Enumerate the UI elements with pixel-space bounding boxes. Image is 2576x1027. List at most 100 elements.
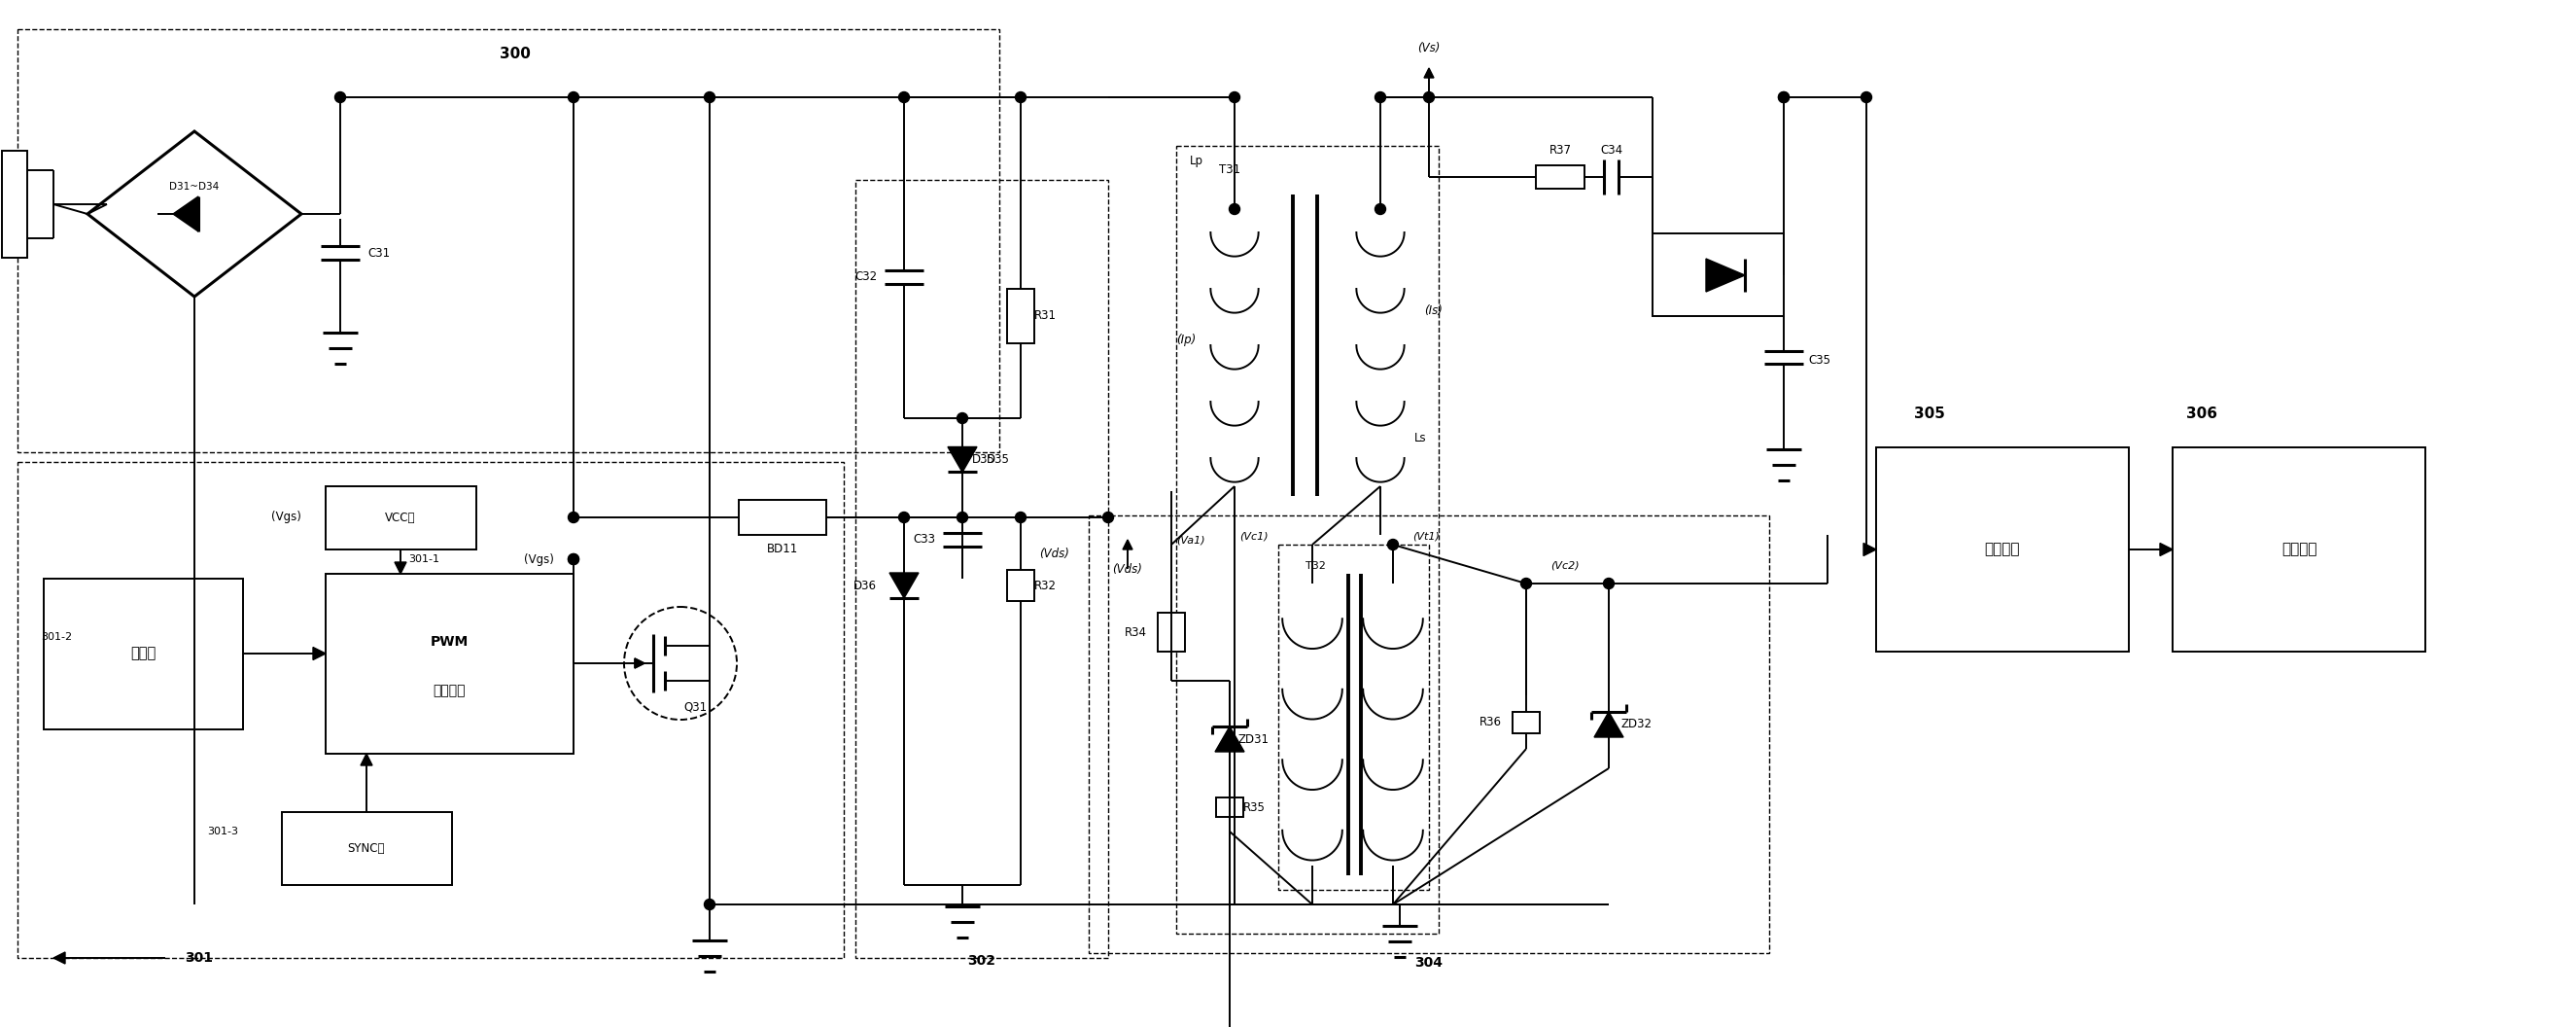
- Text: 301-2: 301-2: [41, 633, 72, 642]
- Polygon shape: [173, 196, 198, 231]
- Text: (Vs): (Vs): [1417, 42, 1440, 55]
- Text: (Ip): (Ip): [1177, 334, 1195, 347]
- Text: VCC块: VCC块: [386, 511, 415, 524]
- Circle shape: [569, 91, 580, 103]
- Circle shape: [703, 899, 716, 910]
- Circle shape: [569, 554, 580, 565]
- Text: Lp: Lp: [1190, 154, 1203, 166]
- Text: R37: R37: [1548, 144, 1571, 156]
- Text: 302: 302: [969, 954, 997, 967]
- Circle shape: [1602, 578, 1615, 588]
- Polygon shape: [394, 562, 407, 574]
- Circle shape: [569, 512, 580, 523]
- Text: 304: 304: [1414, 956, 1443, 969]
- Bar: [1007, 289, 1036, 343]
- Bar: [1875, 448, 2128, 651]
- Text: (Va1): (Va1): [1177, 535, 1206, 544]
- Text: 301-3: 301-3: [206, 827, 237, 836]
- Text: (Is): (Is): [1425, 305, 1443, 317]
- Text: C35: C35: [1808, 353, 1832, 367]
- Polygon shape: [948, 447, 976, 472]
- Text: (Vt1): (Vt1): [1412, 532, 1440, 541]
- Bar: [855, 180, 1108, 958]
- Bar: [1535, 165, 1584, 189]
- Text: 控制部件: 控制部件: [1984, 542, 2020, 557]
- Text: PWM: PWM: [430, 635, 469, 649]
- Circle shape: [1777, 91, 1790, 103]
- Text: Ls: Ls: [1414, 431, 1427, 444]
- Text: D35: D35: [971, 453, 994, 466]
- Circle shape: [958, 512, 969, 523]
- Text: 控制部件: 控制部件: [433, 684, 466, 697]
- Text: 反馈块: 反馈块: [131, 646, 155, 660]
- Text: ZD31: ZD31: [1239, 733, 1270, 746]
- Bar: [3, 151, 28, 258]
- Circle shape: [1520, 578, 1533, 588]
- Text: (Vgs): (Vgs): [270, 511, 301, 524]
- Bar: [739, 500, 827, 535]
- Text: C31: C31: [368, 246, 389, 259]
- Text: R31: R31: [1033, 310, 1056, 322]
- Polygon shape: [361, 754, 374, 765]
- Polygon shape: [889, 573, 920, 598]
- Text: D37: D37: [1705, 269, 1728, 281]
- Polygon shape: [1123, 540, 1133, 549]
- Bar: [44, 578, 242, 729]
- Text: 300: 300: [500, 46, 531, 61]
- Text: 305: 305: [1914, 406, 1945, 421]
- Text: 306: 306: [2187, 406, 2218, 421]
- Polygon shape: [1595, 712, 1623, 737]
- Text: R36: R36: [1479, 716, 1502, 728]
- Polygon shape: [1862, 543, 1875, 556]
- Bar: [1278, 544, 1430, 889]
- Text: D36: D36: [853, 579, 876, 592]
- Text: 301-1: 301-1: [407, 555, 440, 564]
- Text: 301: 301: [185, 951, 214, 964]
- Bar: [18, 29, 999, 452]
- Text: (Vgs): (Vgs): [523, 553, 554, 566]
- Bar: [1216, 798, 1244, 816]
- Polygon shape: [314, 647, 325, 660]
- Bar: [281, 812, 451, 885]
- Circle shape: [1376, 91, 1386, 103]
- Circle shape: [899, 512, 909, 523]
- Circle shape: [1229, 91, 1239, 103]
- Text: C32: C32: [855, 271, 876, 283]
- Text: ZD32: ZD32: [1620, 718, 1651, 731]
- Bar: [2172, 448, 2427, 651]
- Polygon shape: [1216, 726, 1244, 752]
- Polygon shape: [1425, 68, 1435, 78]
- Text: D31~D34: D31~D34: [170, 182, 219, 192]
- Text: T31: T31: [1218, 164, 1242, 177]
- Text: Q31: Q31: [683, 700, 706, 714]
- Circle shape: [1388, 539, 1399, 550]
- Bar: [325, 486, 477, 549]
- Text: R34: R34: [1126, 625, 1146, 639]
- Text: (Vc1): (Vc1): [1239, 532, 1267, 541]
- Polygon shape: [88, 131, 301, 297]
- Circle shape: [1376, 203, 1386, 215]
- Text: (Vds): (Vds): [1041, 548, 1069, 561]
- Bar: [1090, 516, 1770, 953]
- Circle shape: [1229, 203, 1239, 215]
- Text: C33: C33: [912, 533, 935, 546]
- Text: D35: D35: [987, 454, 1010, 466]
- Circle shape: [335, 91, 345, 103]
- Text: T32: T32: [1306, 561, 1327, 571]
- Text: C34: C34: [1600, 144, 1623, 156]
- Circle shape: [703, 91, 716, 103]
- Polygon shape: [634, 658, 644, 669]
- Circle shape: [1425, 91, 1435, 103]
- Text: SYNC块: SYNC块: [348, 842, 386, 854]
- Polygon shape: [2159, 543, 2172, 556]
- Bar: [1177, 146, 1437, 934]
- Text: (Vds): (Vds): [1113, 563, 1144, 575]
- Text: R32: R32: [1033, 579, 1056, 592]
- Circle shape: [899, 91, 909, 103]
- Polygon shape: [634, 658, 644, 669]
- Circle shape: [1777, 91, 1790, 103]
- Circle shape: [1015, 512, 1025, 523]
- Circle shape: [958, 413, 969, 423]
- Bar: [1157, 613, 1185, 651]
- Circle shape: [1015, 91, 1025, 103]
